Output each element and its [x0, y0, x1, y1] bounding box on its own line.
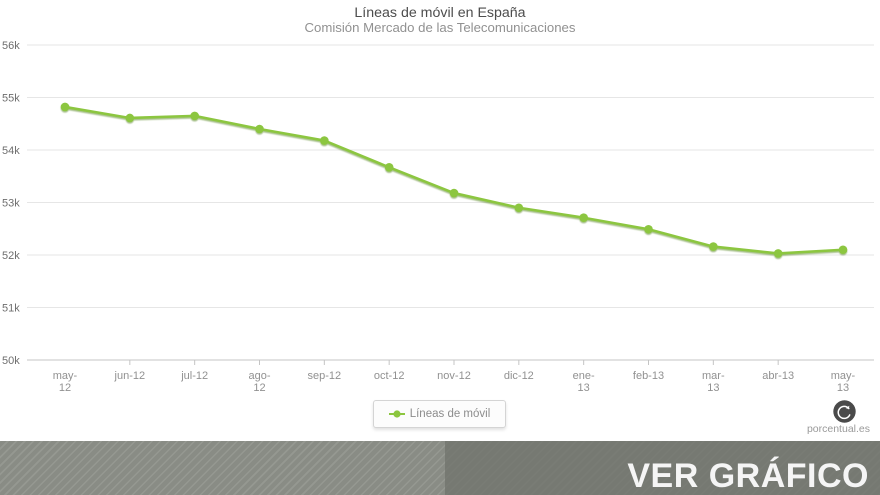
svg-text:abr-13: abr-13: [762, 370, 794, 382]
svg-text:nov-12: nov-12: [437, 370, 471, 382]
svg-text:13: 13: [578, 382, 590, 394]
svg-text:ene-: ene-: [573, 370, 595, 382]
svg-text:56k: 56k: [2, 40, 20, 52]
svg-text:ago-: ago-: [248, 370, 270, 382]
svg-text:13: 13: [707, 382, 719, 394]
svg-text:dic-12: dic-12: [504, 370, 534, 382]
svg-text:mar-: mar-: [702, 370, 725, 382]
svg-text:12: 12: [59, 382, 71, 394]
svg-text:may-: may-: [53, 370, 78, 382]
svg-text:may-: may-: [831, 370, 856, 382]
svg-text:50k: 50k: [2, 355, 20, 367]
svg-text:55k: 55k: [2, 93, 20, 105]
svg-text:jul-12: jul-12: [180, 370, 208, 382]
svg-text:12: 12: [253, 382, 265, 394]
svg-text:jun-12: jun-12: [114, 370, 146, 382]
svg-text:oct-12: oct-12: [374, 370, 405, 382]
svg-text:13: 13: [837, 382, 849, 394]
svg-text:54k: 54k: [2, 145, 20, 157]
svg-text:feb-13: feb-13: [633, 370, 664, 382]
svg-text:51k: 51k: [2, 303, 20, 315]
svg-text:sep-12: sep-12: [308, 370, 342, 382]
svg-text:52k: 52k: [2, 250, 20, 262]
svg-text:53k: 53k: [2, 198, 20, 210]
